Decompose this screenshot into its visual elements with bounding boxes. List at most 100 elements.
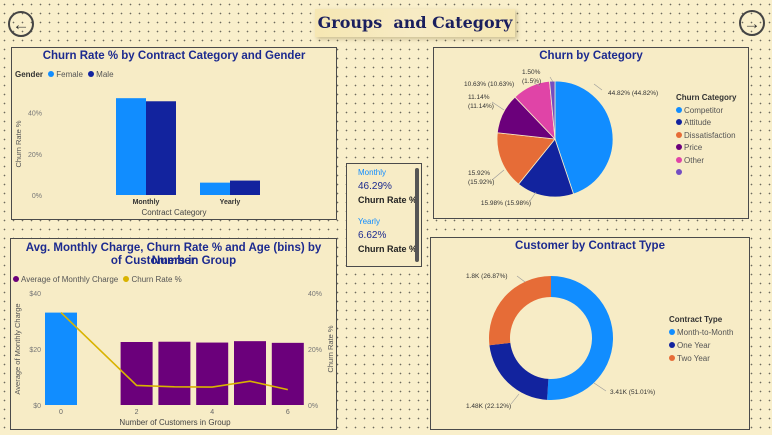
data-label-leader (510, 393, 520, 405)
legend-item-one-year: One Year (669, 339, 733, 352)
y-tick-label: 20% (28, 152, 42, 159)
churn-rate-line (60, 312, 288, 391)
churn-category-title: Churn by Category (539, 50, 643, 62)
bar-male-monthly (146, 101, 176, 195)
contract-type-title: Customer by Contract Type (515, 240, 665, 252)
data-label-leader (516, 275, 526, 283)
bar-male-yearly (230, 180, 260, 195)
data-label: 1.50% (522, 69, 541, 76)
legend-item-blank (676, 167, 736, 180)
kpi-monthly-label: Monthly (358, 168, 387, 177)
churn-category-panel: Churn by Category 44.82% (44.82%) 15.98% … (433, 47, 749, 219)
contract-gender-chart: 0% 20% 40% Churn Rate % Monthly Yearly Contrac… (14, 98, 260, 217)
kpi-yearly-caption: Churn Rate % (358, 244, 418, 254)
y-right-tick-label: 20% (308, 347, 322, 354)
group-panel: Avg. Monthly Charge, Churn Rate % and Ag… (10, 238, 337, 430)
legend-female-marker (48, 71, 55, 78)
data-label: 1.48K (22.12%) (466, 403, 511, 410)
y-right-axis-label: Churn Rate % (326, 325, 335, 372)
contract-type-legend: Contract Type Month-to-Month One Year Tw… (669, 313, 733, 365)
data-label-leader (533, 82, 541, 87)
bar-group-3 (158, 341, 191, 405)
x-tick-label: Yearly (220, 199, 241, 206)
bar-group-5 (234, 341, 266, 405)
legend-item-competitor: Competitor (676, 105, 736, 118)
title-banner: Groups and Category (315, 9, 515, 37)
pie-slice-attitude (518, 138, 575, 198)
data-label: 15.92% (468, 170, 490, 177)
legend-title: Churn Category (676, 93, 737, 102)
legend-churn: Churn Rate % (131, 275, 182, 284)
legend-male: Male (96, 70, 114, 79)
legend-item-price: Price (676, 142, 736, 155)
bar-group-2 (120, 342, 153, 405)
legend-charge-marker (13, 276, 19, 283)
data-label: 3.41K (51.01%) (610, 389, 655, 396)
data-label-leader (593, 83, 603, 91)
data-label: (15.92%) (468, 179, 494, 186)
x-tick-label: 4 (210, 409, 214, 416)
data-label-leader (549, 76, 554, 83)
bar-group-4 (196, 342, 229, 405)
kpi-monthly-value: 46.29% (358, 181, 392, 192)
legend-title: Gender (15, 70, 44, 79)
bar-group-0 (45, 312, 77, 405)
y-axis-label: Churn Rate % (14, 120, 23, 167)
legend-item-month-to-month: Month-to-Month (669, 326, 733, 339)
legend-item-other: Other (676, 155, 736, 168)
kpi-monthly-caption: Churn Rate % (358, 195, 418, 205)
legend-item-attitude: Attitude (676, 117, 736, 130)
data-label: 44.82% (44.82%) (608, 90, 658, 97)
page-title: Groups and Category (317, 13, 513, 32)
group-legend: Average of Monthly Charge Churn Rate % (13, 275, 182, 284)
contract-gender-panel: Churn Rate % by Contract Category and Ge… (11, 47, 337, 220)
kpi-card: Monthly 46.29% Churn Rate % Yearly 6.62%… (346, 163, 422, 267)
churn-category-chart: 44.82% (44.82%) 15.98% (15.98%) 15.92% (15.… (464, 69, 658, 207)
data-label: 1.8K (26.87%) (466, 273, 508, 280)
back-button[interactable]: ← (8, 11, 34, 37)
y-right-tick-label: 0% (308, 403, 318, 410)
forward-button[interactable]: → (739, 10, 765, 36)
x-axis-label: Contract Category (142, 208, 207, 217)
legend-male-marker (88, 71, 95, 78)
data-label: (11.14%) (468, 103, 494, 110)
legend-churn-marker (123, 276, 130, 283)
legend-charge: Average of Monthly Charge (21, 275, 119, 284)
pie-slice-competitor (554, 80, 614, 195)
x-tick-label: 6 (286, 409, 290, 416)
kpi-yearly-label: Yearly (358, 217, 380, 226)
x-axis-label: Number of Customers in Group (119, 418, 231, 427)
data-label-leader (491, 101, 505, 111)
arrow-right-icon: → (743, 13, 761, 33)
group-chart: $0 $20 $40 0% 20% 40% Average of Monthly Charg… (13, 291, 335, 427)
bar-female-monthly (116, 98, 146, 195)
y-left-axis-label: Average of Monthly Charge (13, 303, 22, 394)
data-label-leader (593, 382, 607, 392)
churn-category-legend: Churn Category Competitor Attitude Dissa… (676, 92, 736, 180)
legend-item-dissatisfaction: Dissatisfaction (676, 130, 736, 143)
gender-legend: Gender Female Male (15, 70, 114, 79)
pie-slice-dissatisfaction (496, 132, 556, 185)
data-label-leader (491, 169, 505, 181)
x-tick-label: 2 (135, 409, 139, 416)
contract-gender-title: Churn Rate % by Contract Category and Ge… (42, 50, 306, 62)
legend-item-two-year: Two Year (669, 352, 733, 365)
y-left-tick-label: $20 (29, 347, 41, 354)
x-tick-label: Monthly (133, 199, 160, 206)
donut-slice-one-year (489, 342, 549, 400)
data-label: 15.98% (15.98%) (481, 200, 531, 207)
kpi-scrollbar[interactable] (415, 168, 419, 262)
y-tick-label: 0% (32, 193, 42, 200)
data-label: (1.5%) (522, 78, 541, 85)
legend-title: Contract Type (669, 315, 723, 324)
data-label: 10.63% (10.63%) (464, 81, 514, 88)
contract-type-panel: Customer by Contract Type 3.41K (51.01%)… (430, 237, 750, 430)
kpi-yearly-value: 6.62% (358, 230, 387, 241)
bar-female-yearly (200, 182, 230, 195)
group-title-line1: Avg. Monthly Charge, Churn Rate % and Ag… (25, 242, 322, 267)
donut-slice-month-to-month (547, 276, 614, 400)
donut-slice-two-year (489, 276, 551, 346)
legend-female: Female (56, 70, 83, 79)
y-right-tick-label: 40% (308, 291, 322, 298)
group-title-line2: of Customers in Group (110, 255, 237, 267)
